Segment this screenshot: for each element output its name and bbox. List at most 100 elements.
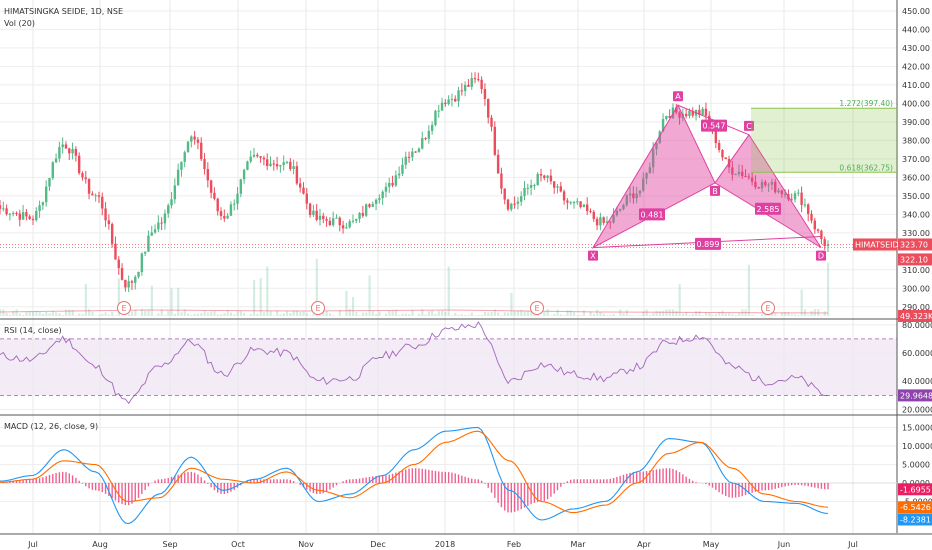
volume-tag: 49.323K <box>900 312 932 321</box>
volume-bar <box>734 314 737 316</box>
candle-body <box>421 138 424 149</box>
volume-bar <box>784 312 787 316</box>
price-tick-label: 380.00 <box>902 136 930 145</box>
price-tick-label: 290.00 <box>902 303 930 312</box>
candle-body <box>84 177 87 180</box>
candle-body <box>61 144 64 148</box>
candle-body <box>632 193 635 199</box>
volume-bar <box>675 310 678 316</box>
volume-bar <box>328 313 332 316</box>
volume-bar <box>701 315 704 316</box>
volume-bar <box>351 297 355 316</box>
candle-body <box>533 184 536 186</box>
volume-bar <box>160 309 163 316</box>
volume-bar <box>731 314 734 316</box>
volume-bar <box>497 312 500 316</box>
candle-body <box>127 281 130 288</box>
volume-bar <box>51 310 54 316</box>
candle-body <box>774 181 777 193</box>
volume-bar <box>579 314 582 316</box>
pattern-point-label: B <box>712 187 718 196</box>
pattern-ratio-label: 0.547 <box>703 122 726 131</box>
volume-bar <box>563 315 566 316</box>
volume-bar <box>299 311 302 316</box>
time-tick-label: Feb <box>507 540 521 549</box>
candle-body <box>572 201 576 203</box>
candle-body <box>450 98 454 100</box>
volume-bar <box>223 312 226 316</box>
volume-bar <box>619 309 622 316</box>
candle-body <box>678 112 681 118</box>
volume-bar <box>134 309 137 316</box>
candle-body <box>298 183 302 188</box>
candle-body <box>543 175 546 179</box>
candle-body <box>698 109 701 115</box>
candle-body <box>48 178 51 187</box>
volume-bar <box>309 315 312 316</box>
rsi-axis: 80.0000 60.0000 40.0000 20.0000 <box>902 321 932 415</box>
candle-body <box>536 173 539 185</box>
candle-body <box>770 181 774 185</box>
volume-bar <box>523 311 526 316</box>
volume-bar <box>632 315 635 316</box>
candle-body <box>793 193 797 200</box>
volume-bar <box>289 313 292 316</box>
volume-bar <box>147 309 150 316</box>
volume-bar <box>220 314 223 316</box>
volume-bar <box>266 266 269 316</box>
rsi-tick-label: 60.0000 <box>902 349 932 358</box>
candle-body <box>256 154 259 157</box>
candle-body <box>539 173 543 176</box>
macd-tick-label: 5.0000 <box>902 461 930 470</box>
volume-bar <box>797 315 800 316</box>
candle-body <box>388 182 391 187</box>
candle-body <box>289 161 292 170</box>
earnings-marker <box>311 301 325 315</box>
volume-bar <box>68 309 71 316</box>
fib-label-bottom: 0.618(362.75) <box>839 163 893 172</box>
volume-bar <box>751 314 754 316</box>
volume-bar <box>566 310 569 316</box>
volume-bar <box>404 313 407 316</box>
rsi-title: RSI (14, close) <box>4 326 62 335</box>
candle-body <box>15 212 18 214</box>
volume-bar <box>45 312 48 316</box>
volume-bar <box>243 312 246 316</box>
volume-bar <box>500 314 503 316</box>
candle-body <box>618 209 622 211</box>
price-tick-label: 370.00 <box>902 155 930 164</box>
time-tick-label: Apr <box>637 540 652 549</box>
volume-bar <box>530 310 533 316</box>
candle-body <box>104 208 107 221</box>
volume-bar <box>572 312 576 316</box>
volume-bar <box>592 313 595 316</box>
candle-body <box>44 186 48 203</box>
volume-bar <box>596 309 599 316</box>
candle-body <box>411 151 414 158</box>
volume-bar <box>81 314 84 316</box>
candlesticks <box>0 72 897 293</box>
price-last-tag-box <box>898 238 932 251</box>
candle-body <box>157 222 160 230</box>
volume-bar <box>276 310 279 316</box>
rsi-pane <box>0 321 897 405</box>
candle-body <box>724 157 727 159</box>
candle-body <box>599 217 602 226</box>
macd-hist-tag: -1.6955 <box>900 485 931 494</box>
candle-body <box>282 162 285 166</box>
candle-body <box>503 188 506 200</box>
candle-body <box>120 268 124 280</box>
volume-bar <box>474 315 477 316</box>
candle-body <box>233 203 236 205</box>
pattern-point-box <box>673 91 683 102</box>
candle-body <box>780 190 784 195</box>
volume-bar <box>559 314 562 316</box>
volume-bar <box>770 311 774 316</box>
candle-body <box>38 205 41 211</box>
price-tick-label: 360.00 <box>902 173 930 182</box>
candle-body <box>569 202 572 204</box>
candle-body <box>665 115 668 120</box>
candle-body <box>364 204 368 216</box>
volume-bar <box>711 314 714 316</box>
candle-body <box>513 203 516 205</box>
